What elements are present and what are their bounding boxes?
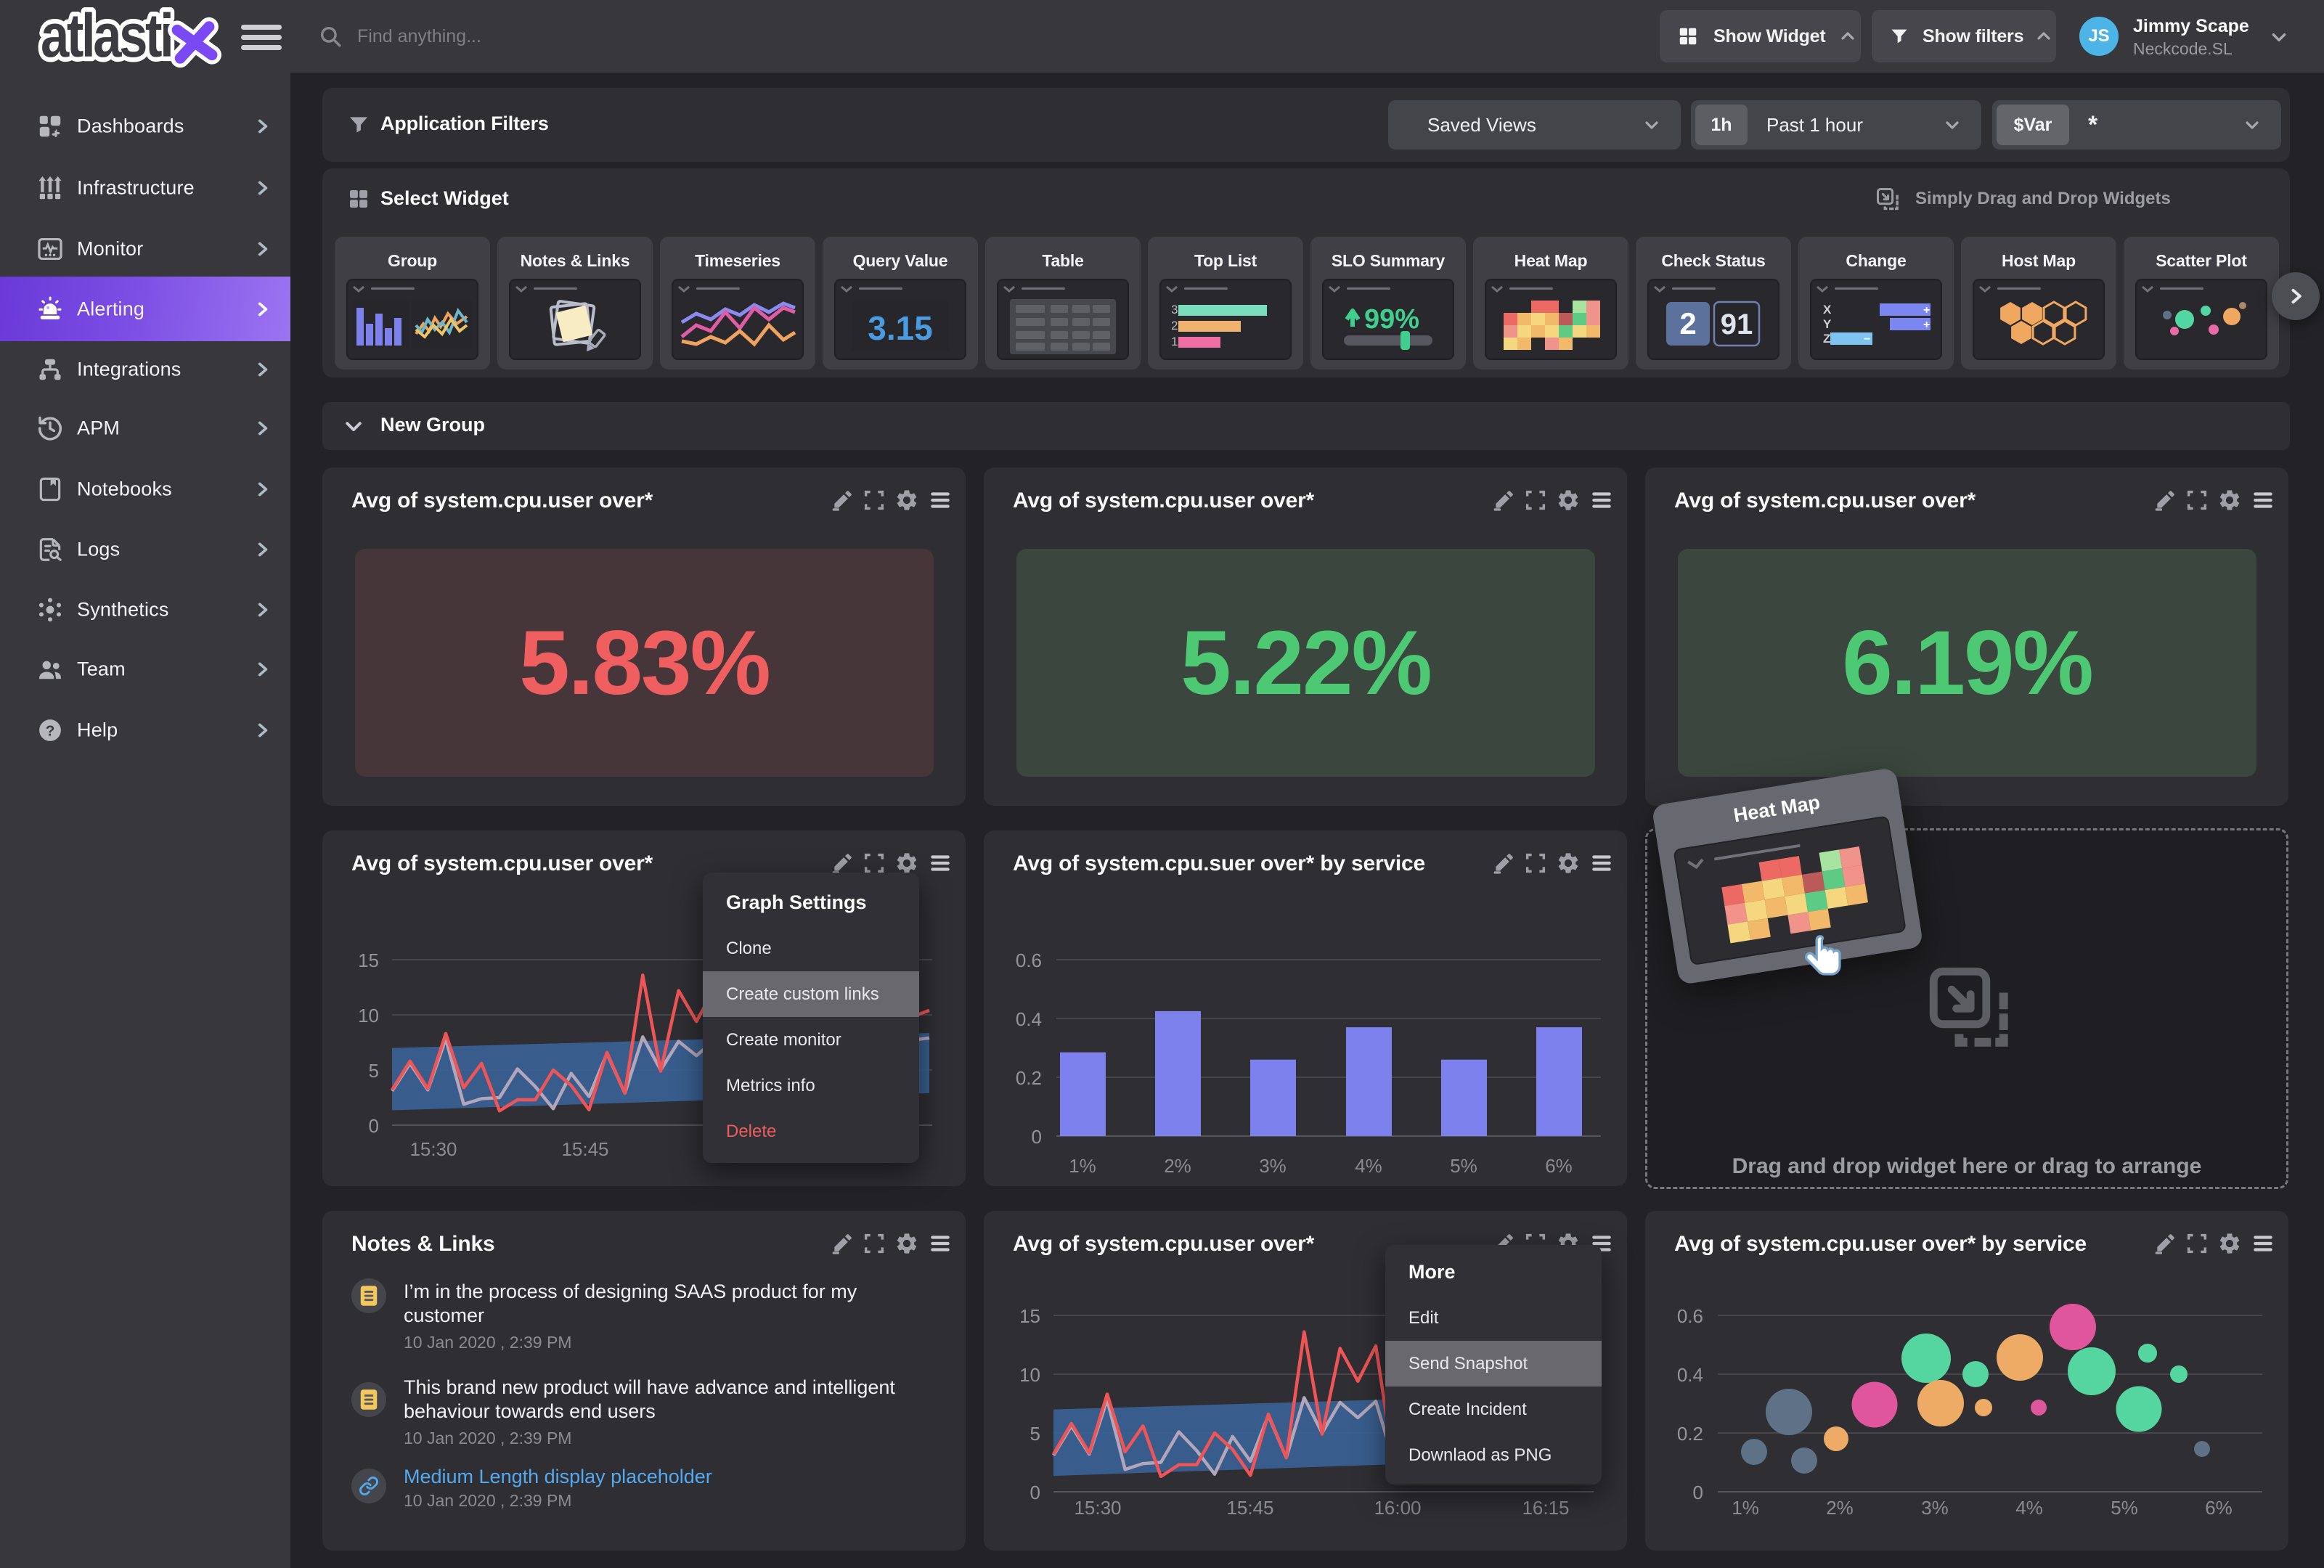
svg-text:16:15: 16:15	[1522, 1497, 1569, 1519]
svg-text:6%: 6%	[2205, 1497, 2233, 1519]
svg-text:10: 10	[1019, 1364, 1040, 1386]
svg-text:6%: 6%	[1545, 1155, 1573, 1173]
svg-text:3%: 3%	[1259, 1155, 1287, 1173]
svg-text:1%: 1%	[1732, 1497, 1759, 1519]
svg-text:1%: 1%	[1069, 1155, 1096, 1173]
svg-text:X: X	[1823, 303, 1832, 317]
svg-text:0.6: 0.6	[1677, 1305, 1703, 1327]
svg-text:+: +	[1923, 304, 1930, 317]
svg-text:10: 10	[358, 1005, 379, 1026]
svg-text:99%: 99%	[1364, 304, 1419, 335]
svg-text:−: −	[1864, 333, 1870, 346]
svg-text:15:45: 15:45	[561, 1138, 608, 1160]
svg-text:Z: Z	[1823, 332, 1830, 346]
svg-text:15:30: 15:30	[1074, 1497, 1121, 1519]
svg-text:5: 5	[1030, 1423, 1040, 1445]
svg-text:3%: 3%	[1921, 1497, 1949, 1519]
svg-text:0.2: 0.2	[1016, 1067, 1042, 1089]
svg-text:0.4: 0.4	[1016, 1008, 1042, 1030]
svg-text:15:45: 15:45	[1226, 1497, 1273, 1519]
svg-text:0.2: 0.2	[1677, 1423, 1703, 1445]
svg-text:2%: 2%	[1826, 1497, 1854, 1519]
svg-text:Y: Y	[1823, 317, 1832, 331]
svg-text:15:30: 15:30	[409, 1138, 457, 1160]
svg-text:16:00: 16:00	[1374, 1497, 1421, 1519]
svg-text:5: 5	[369, 1060, 379, 1082]
svg-text:+: +	[1923, 319, 1930, 331]
svg-text:0: 0	[369, 1115, 379, 1137]
svg-text:15: 15	[1019, 1305, 1040, 1327]
svg-text:3.15: 3.15	[868, 309, 933, 347]
svg-text:2: 2	[1679, 306, 1696, 340]
svg-text:2%: 2%	[1164, 1155, 1191, 1173]
svg-text:atlasti: atlasti	[41, 2, 171, 70]
svg-text:2: 2	[1171, 319, 1178, 332]
svg-text:15: 15	[358, 950, 379, 971]
svg-text:5%: 5%	[1450, 1155, 1477, 1173]
svg-text:0.6: 0.6	[1016, 950, 1042, 971]
svg-text:4%: 4%	[2015, 1497, 2043, 1519]
svg-text:0: 0	[1032, 1126, 1042, 1148]
svg-text:3: 3	[1171, 303, 1178, 317]
svg-text:1: 1	[1171, 335, 1178, 348]
svg-text:0: 0	[1693, 1482, 1703, 1503]
svg-text:5%: 5%	[2111, 1497, 2138, 1519]
svg-text:91: 91	[1721, 309, 1753, 340]
svg-text:4%: 4%	[1355, 1155, 1382, 1173]
svg-text:0: 0	[1030, 1482, 1040, 1503]
svg-text:0.4: 0.4	[1677, 1364, 1703, 1386]
